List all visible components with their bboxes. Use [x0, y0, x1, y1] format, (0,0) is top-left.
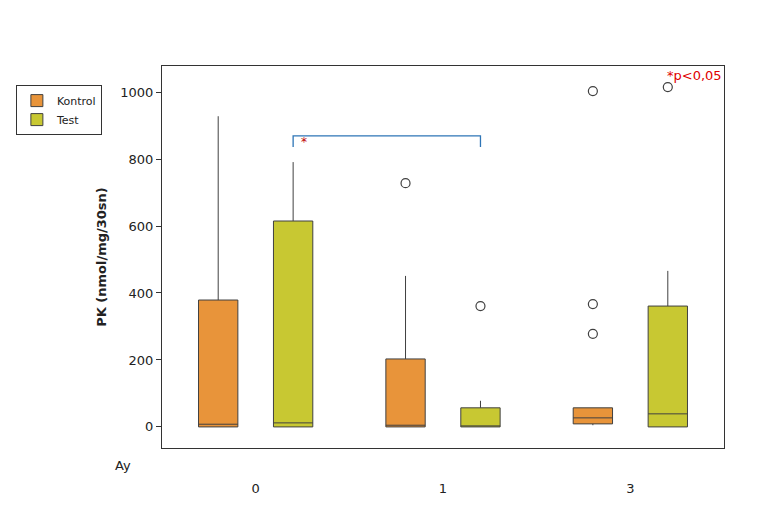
svg-text:Test: Test	[56, 114, 79, 127]
svg-text:200: 200	[129, 353, 154, 368]
svg-text:1000: 1000	[120, 85, 153, 100]
svg-text:*p<0,05: *p<0,05	[667, 68, 722, 83]
svg-text:3: 3	[626, 481, 634, 496]
svg-text:0: 0	[252, 481, 260, 496]
svg-text:800: 800	[129, 152, 154, 167]
svg-text:*: *	[301, 135, 307, 149]
svg-text:400: 400	[129, 286, 154, 301]
svg-text:Kontrol: Kontrol	[57, 95, 96, 108]
svg-text:1: 1	[439, 481, 447, 496]
svg-text:600: 600	[129, 219, 154, 234]
svg-text:PK (nmol/mg/30sn): PK (nmol/mg/30sn)	[94, 187, 109, 327]
svg-text:0: 0	[145, 419, 153, 434]
svg-text:Ay: Ay	[115, 458, 131, 473]
